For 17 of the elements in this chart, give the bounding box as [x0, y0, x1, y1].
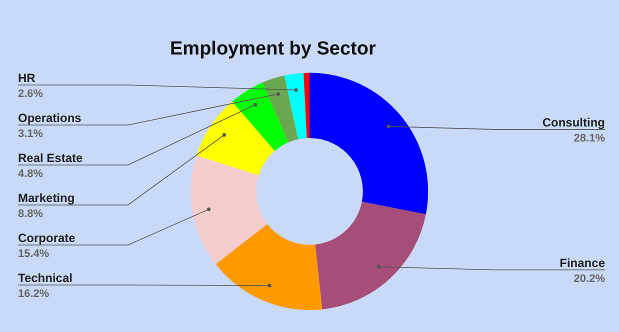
data-label: 8.8%	[18, 208, 44, 220]
slice-label: HR	[18, 71, 36, 85]
data-label: 20.2%	[574, 272, 606, 285]
data-label: 4.8%	[18, 168, 44, 180]
slice-label: Consulting	[542, 115, 605, 130]
data-label: 15.4%	[18, 248, 50, 260]
chart-title: Employment by Sector	[170, 38, 376, 60]
slice-label: Finance	[560, 256, 606, 270]
slice-label: Operations	[18, 111, 82, 125]
slice-label: Real Estate	[18, 151, 84, 165]
data-label: 16.2%	[18, 288, 50, 300]
data-label: 3.1%	[18, 128, 44, 140]
data-label: 2.6%	[18, 88, 44, 100]
slice-label: Technical	[18, 271, 72, 285]
data-label: 28.1%	[574, 132, 606, 144]
slice-label: Corporate	[18, 231, 76, 245]
slice-label: Marketing	[18, 191, 75, 205]
